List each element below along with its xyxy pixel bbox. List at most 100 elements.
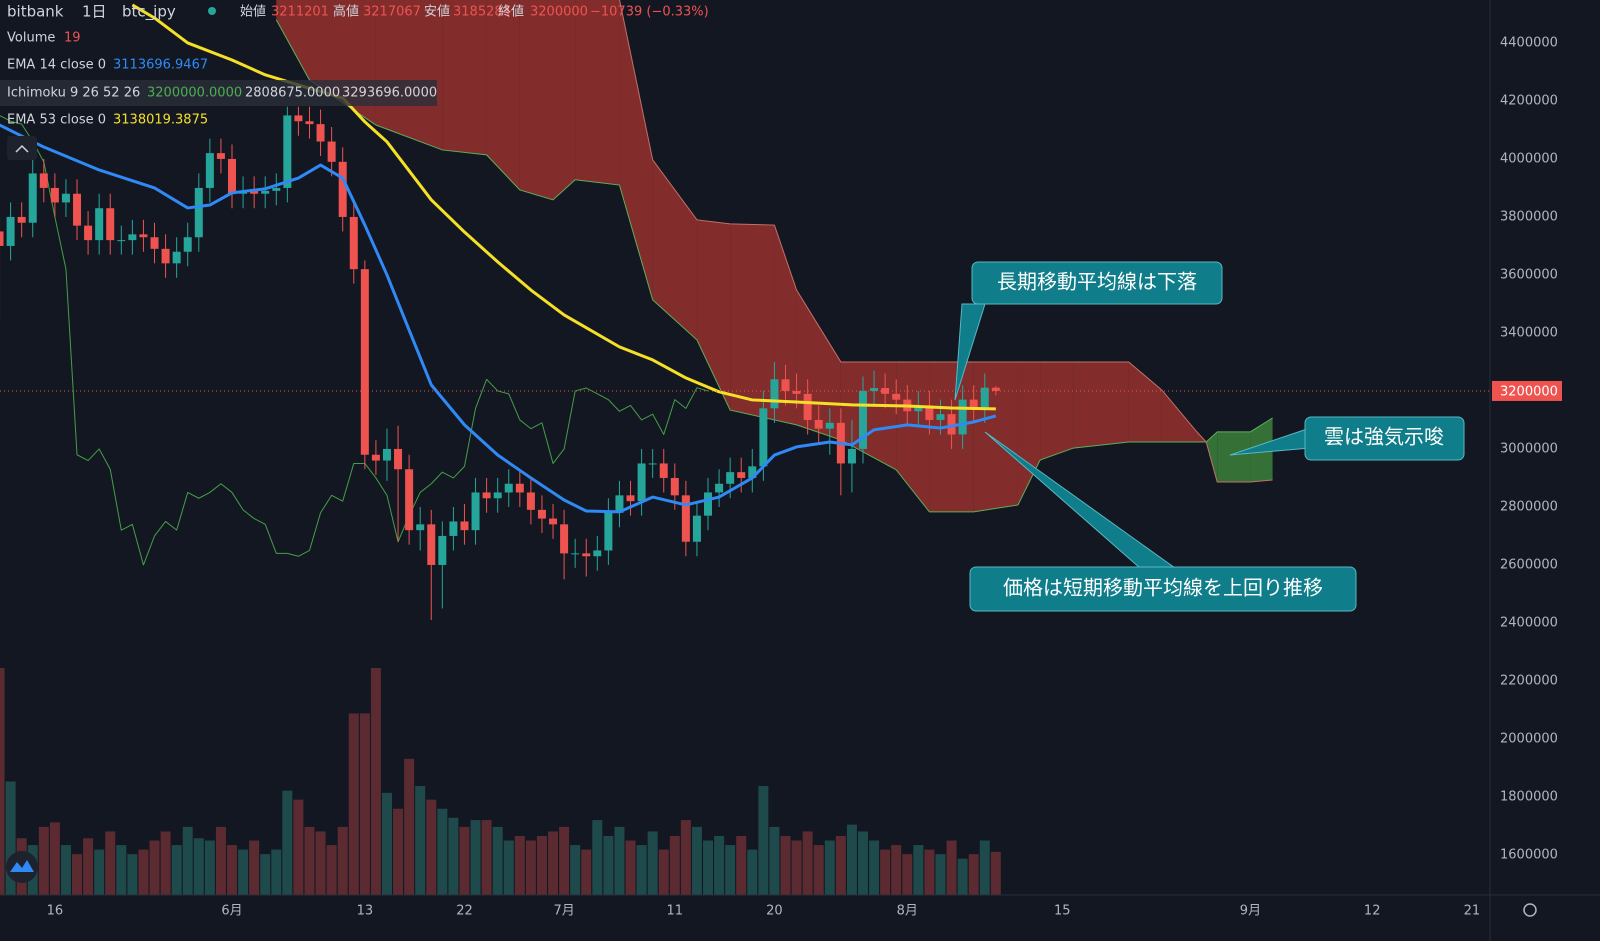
pair: btc_jpy	[122, 3, 176, 22]
candle-body	[549, 518, 558, 525]
volume-bar	[470, 820, 481, 895]
cloud-segment	[619, 0, 653, 300]
x-tick-label: 8月	[897, 904, 918, 919]
candle-body	[515, 483, 524, 493]
candle-body	[726, 472, 735, 484]
candle-body	[615, 495, 624, 513]
volume-bar	[348, 713, 359, 895]
candle-body	[670, 477, 679, 496]
volume-bar	[559, 826, 570, 895]
candle-body	[681, 495, 690, 542]
volume-bar	[525, 840, 536, 895]
symbol: bitbank	[7, 3, 64, 21]
callout: 雲は強気示唆	[1229, 416, 1465, 461]
candle-body	[360, 269, 369, 455]
y-tick-label: 2200000	[1500, 673, 1558, 688]
volume-bar	[315, 831, 326, 895]
candle-body	[205, 153, 214, 188]
y-tick-label: 2400000	[1500, 615, 1558, 630]
volume-bar	[968, 854, 979, 895]
volume-bar	[935, 854, 946, 895]
candle-body	[504, 483, 513, 493]
candle-body	[825, 422, 834, 429]
volume-bar	[426, 799, 437, 895]
volume-bar	[924, 849, 935, 895]
collapse-icon[interactable]	[15, 144, 29, 153]
volume-bar	[570, 845, 581, 895]
interval: 1日	[82, 3, 107, 21]
volume-bar	[227, 845, 237, 895]
low-value: 3185284	[453, 5, 511, 20]
candle-body	[216, 153, 225, 159]
volume-bar	[669, 835, 680, 895]
candle-body	[449, 521, 458, 536]
candle-body	[914, 405, 923, 412]
indicator-line	[0, 115, 709, 566]
volume-bar	[835, 835, 846, 895]
volume-bar	[193, 838, 204, 895]
candle-body	[139, 234, 148, 238]
volume-bar	[514, 835, 525, 895]
cloud-segment	[276, 0, 310, 81]
volume-bar	[38, 826, 49, 895]
legend-label: Volume	[7, 31, 55, 46]
volume-bar	[614, 826, 625, 895]
candle-body	[792, 390, 801, 394]
candle-body	[526, 492, 535, 510]
candle-body	[659, 463, 668, 478]
x-tick-label: 21	[1464, 904, 1481, 919]
candle-body	[637, 463, 646, 502]
y-tick-label: 3800000	[1500, 209, 1558, 224]
callout-text: 長期移動平均線は下落	[997, 270, 1197, 294]
candle-body	[737, 472, 746, 478]
x-tick-label: 15	[1054, 904, 1071, 919]
cloud-segment	[575, 0, 620, 186]
volume-bar	[880, 849, 891, 895]
cloud-segment	[1217, 431, 1251, 483]
candle-body	[770, 379, 779, 409]
axes: 1600000 1800000 2000000 2200000 2400000 26000…	[47, 35, 1562, 919]
settings-icon[interactable]	[1523, 903, 1537, 917]
volume-bar	[149, 840, 160, 895]
y-tick-label: 1600000	[1500, 847, 1558, 862]
candle-body	[715, 483, 724, 493]
volume-bar	[404, 758, 415, 895]
callout-text: 価格は短期移動平均線を上回り推移	[1003, 576, 1323, 600]
cloud-segment	[696, 219, 731, 411]
volume-bar	[304, 826, 315, 895]
legend-value: 19	[64, 31, 81, 46]
volume-bar	[415, 786, 426, 895]
callout-pointer	[954, 303, 986, 401]
volume-bar	[647, 831, 658, 895]
candle-body	[759, 408, 768, 467]
callout: 価格は短期移動平均線を上回り推移	[969, 431, 1357, 612]
candle-body	[183, 237, 192, 252]
volume-bar	[691, 826, 702, 895]
callout-box	[1304, 416, 1465, 461]
candle-body	[803, 393, 812, 420]
cloud-segment	[442, 0, 487, 155]
volume-bar	[260, 854, 271, 895]
volume-bar	[437, 808, 448, 895]
volume-bar	[603, 835, 614, 895]
legend-value: 3293696.0000	[342, 86, 437, 101]
legend-highlight	[0, 80, 437, 106]
y-tick-label: 4200000	[1500, 93, 1558, 108]
candle-body	[39, 173, 48, 188]
volume-bar	[238, 849, 249, 895]
volume-bar	[592, 820, 603, 895]
volume-bar	[381, 792, 392, 895]
volume-bar	[802, 831, 813, 895]
candle-body	[560, 524, 569, 554]
x-tick-label: 6月	[221, 904, 242, 919]
candle-body	[283, 115, 292, 188]
x-tick-label: 22	[456, 904, 473, 919]
cloud-segment	[1128, 361, 1162, 442]
volume-bar	[714, 835, 725, 895]
candle-body	[537, 509, 546, 519]
collapse-button[interactable]	[7, 136, 37, 160]
logo	[6, 851, 38, 883]
close-label: 終値	[498, 4, 524, 20]
candle-body	[338, 161, 347, 217]
candle-body	[394, 448, 403, 470]
